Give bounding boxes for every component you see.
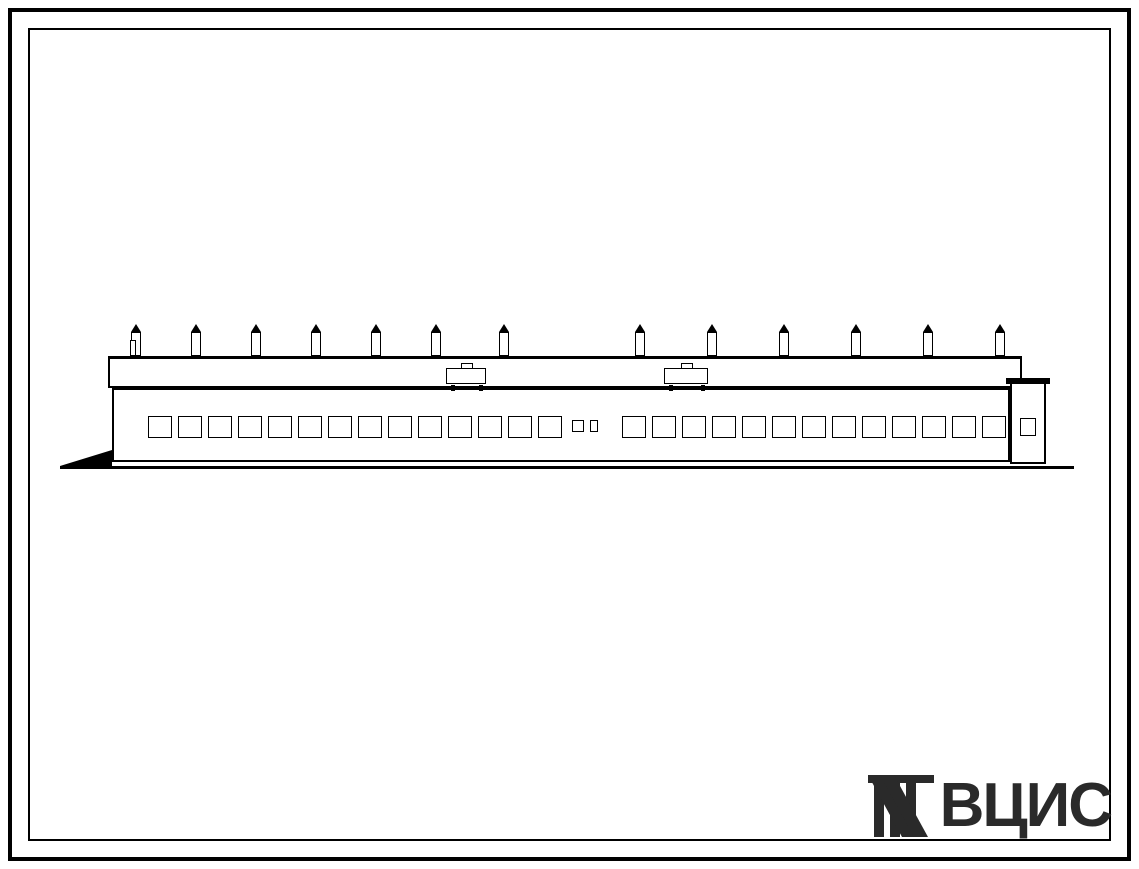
window-20 <box>772 416 796 438</box>
ground-line <box>60 466 1074 469</box>
logo-text: ВЦИС <box>940 770 1111 841</box>
roof-unit-2 <box>664 368 708 384</box>
center-mark-1 <box>572 420 584 432</box>
window-24 <box>892 416 916 438</box>
roof-unit-1-leg-2 <box>479 385 483 391</box>
roof-vent-2 <box>191 324 201 356</box>
window-8 <box>358 416 382 438</box>
window-5 <box>268 416 292 438</box>
roof-unit-2-leg-1 <box>669 385 673 391</box>
annex-roof-line <box>1006 378 1050 384</box>
roof-unit-2-leg-2 <box>701 385 705 391</box>
logo: ВЦИС <box>868 770 1111 841</box>
window-21 <box>802 416 826 438</box>
window-16 <box>652 416 676 438</box>
roof-unit-2-top <box>681 363 693 369</box>
roof-unit-1-leg-1 <box>451 385 455 391</box>
window-13 <box>508 416 532 438</box>
window-6 <box>298 416 322 438</box>
window-3 <box>208 416 232 438</box>
roof-parapet <box>108 356 1022 388</box>
roof-vent-12 <box>923 324 933 356</box>
window-2 <box>178 416 202 438</box>
window-11 <box>448 416 472 438</box>
roof-vent-8 <box>635 324 645 356</box>
roof-stub-left <box>130 340 136 356</box>
annex-window <box>1020 418 1036 436</box>
window-7 <box>328 416 352 438</box>
roof-vent-3 <box>251 324 261 356</box>
roof-mid-line <box>112 388 1010 390</box>
logo-mark-icon <box>868 775 934 837</box>
window-26 <box>952 416 976 438</box>
window-15 <box>622 416 646 438</box>
roof-unit-1-top <box>461 363 473 369</box>
roof-vent-5 <box>371 324 381 356</box>
window-4 <box>238 416 262 438</box>
window-17 <box>682 416 706 438</box>
roof-top-line <box>108 356 1022 359</box>
window-18 <box>712 416 736 438</box>
roof-vent-6 <box>431 324 441 356</box>
roof-vent-13 <box>995 324 1005 356</box>
window-12 <box>478 416 502 438</box>
window-23 <box>862 416 886 438</box>
window-9 <box>388 416 412 438</box>
window-25 <box>922 416 946 438</box>
center-mark-2 <box>590 420 598 432</box>
window-1 <box>148 416 172 438</box>
window-27 <box>982 416 1006 438</box>
window-19 <box>742 416 766 438</box>
ground-slope-left <box>60 450 112 466</box>
roof-vent-4 <box>311 324 321 356</box>
window-14 <box>538 416 562 438</box>
roof-vent-7 <box>499 324 509 356</box>
roof-vent-11 <box>851 324 861 356</box>
roof-unit-1 <box>446 368 486 384</box>
window-10 <box>418 416 442 438</box>
roof-vent-10 <box>779 324 789 356</box>
roof-vent-9 <box>707 324 717 356</box>
window-22 <box>832 416 856 438</box>
